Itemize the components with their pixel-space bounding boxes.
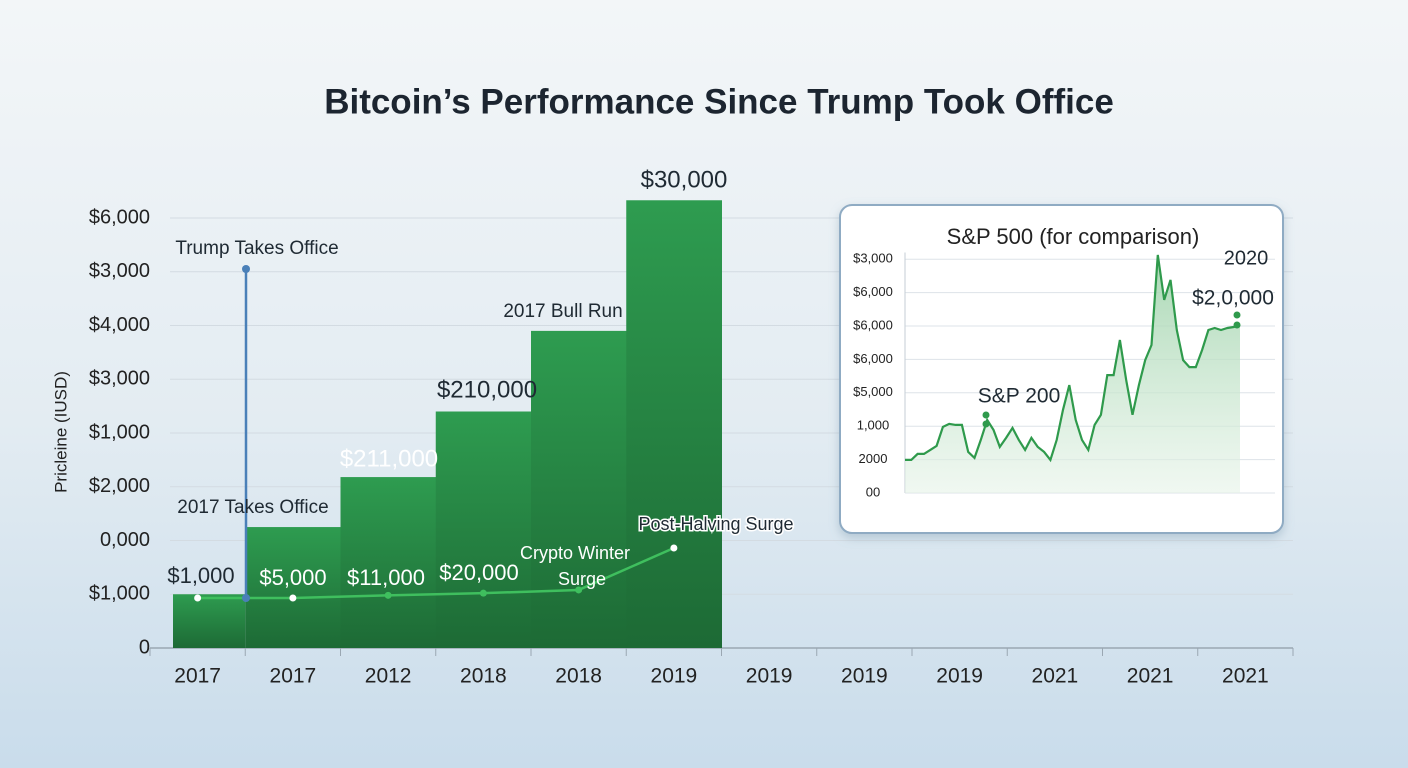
annotation: $1,000: [167, 563, 234, 588]
annotation: 2017 Takes Office: [177, 497, 328, 518]
marker-dot: [1233, 311, 1241, 319]
marker-dot: [982, 420, 990, 428]
annotation: Surge: [558, 569, 606, 589]
bar: [531, 330, 627, 648]
annotation: $2,0,000: [1192, 287, 1274, 310]
y-tick-label: $6,000: [853, 284, 893, 299]
line: [197, 546, 675, 600]
x-tick-label: 2021: [1032, 665, 1079, 688]
x-tick-label: 2019: [746, 665, 793, 688]
x-tick-label: 2021: [1222, 665, 1269, 688]
chart-title: Bitcoin’s Performance Since Trump Took O…: [324, 82, 1114, 121]
event-dot: [242, 594, 250, 602]
x-tick-label: 2019: [841, 665, 888, 688]
y-tick-label: $1,000: [89, 421, 150, 443]
line-point: [289, 594, 297, 602]
inset-plot: 00 2000 1,000 $5,000 $6,000 $6,000 $6,000 $3,00…: [853, 247, 1275, 499]
marker-dot: [982, 411, 990, 419]
y-tick-label: $5,000: [853, 384, 893, 399]
y-tick-label: $3,000: [853, 251, 893, 266]
y-tick-label: $3,000: [89, 368, 150, 390]
y-tick-label: $3,000: [89, 260, 150, 282]
x-tick-label: 2021: [1127, 665, 1174, 688]
bar: [173, 594, 246, 648]
annotation: Post-Halving Surge: [638, 514, 793, 534]
main-plot: 0 $1,000 0,000 $2,000 $1,000 $3,000 $4,000 $3,0…: [89, 166, 1294, 688]
y-tick-label: $4,000: [89, 314, 150, 336]
x-tick-label: 2019: [936, 665, 983, 688]
bar: [245, 527, 341, 648]
line-point: [479, 589, 487, 597]
line-point: [384, 591, 392, 599]
annotation: $30,000: [641, 166, 728, 193]
y-axis-title: Pricleine (IUSD): [51, 371, 70, 493]
annotation: Crypto Winter: [520, 543, 630, 563]
line-point: [194, 594, 202, 602]
annotation: S&P 200: [978, 385, 1061, 408]
event-dot: [242, 265, 250, 273]
annotation: $20,000: [439, 560, 519, 585]
y-tick-label: $6,000: [853, 317, 893, 332]
annotation: $5,000: [259, 565, 326, 590]
line-point: [575, 586, 583, 594]
y-tick-label: $1,000: [89, 583, 150, 605]
x-tick-label: 2017: [270, 665, 317, 688]
x-tick-label: 2018: [460, 665, 507, 688]
annotation: $210,000: [437, 376, 537, 403]
y-tick-label: 00: [866, 484, 880, 499]
bar: [340, 477, 437, 648]
annotation: 2017 Bull Run: [503, 301, 622, 322]
annotation: $211,000: [340, 445, 438, 472]
annotation: $11,000: [347, 565, 425, 590]
y-tick-label: $6,000: [853, 351, 893, 366]
area: [905, 254, 1240, 493]
bar: [435, 411, 532, 648]
area-line: [905, 254, 1241, 463]
y-tick-label: 0,000: [100, 529, 150, 551]
x-tick-label: 2019: [651, 665, 698, 688]
marker-dot: [1233, 321, 1241, 329]
x-tick-label: 2017: [174, 665, 221, 688]
y-tick-label: 0: [139, 636, 150, 658]
y-tick-label: $6,000: [89, 206, 150, 228]
annotation: 2020: [1224, 247, 1269, 269]
x-tick-label: 2012: [365, 665, 412, 688]
y-tick-label: 2000: [859, 451, 888, 466]
line-point: [670, 544, 678, 552]
x-tick-label: 2018: [555, 665, 602, 688]
bar: [626, 200, 722, 648]
y-tick-label: 1,000: [857, 418, 890, 433]
annotation: Trump Takes Office: [175, 238, 338, 259]
inset-title: S&P 500 (for comparison): [947, 224, 1200, 249]
y-tick-label: $2,000: [89, 475, 150, 497]
